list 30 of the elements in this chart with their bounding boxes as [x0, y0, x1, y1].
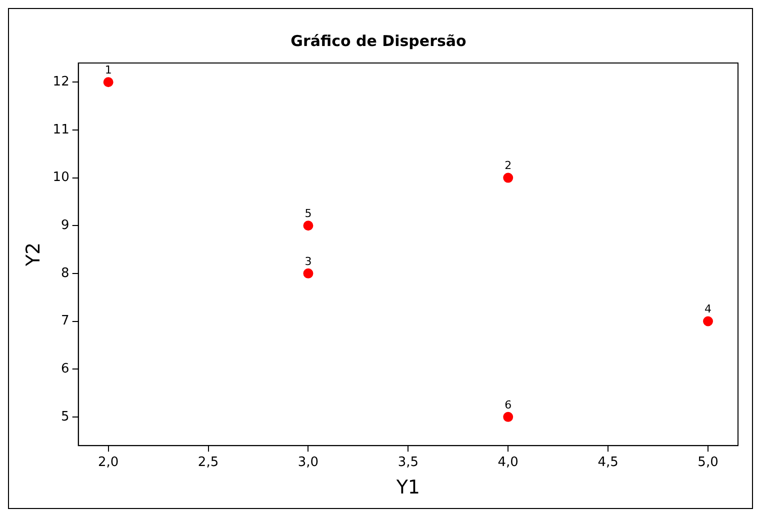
annotation: 2 [504, 159, 512, 172]
x-tick-label: 4,5 [598, 454, 618, 470]
annotation: 6 [504, 398, 512, 412]
point [703, 316, 714, 326]
y-tick-label: 9 [61, 218, 70, 233]
point [503, 172, 514, 183]
x-tick-label: 2,5 [198, 454, 219, 470]
x-tick-label: 5,0 [698, 454, 718, 470]
x-tick-label: 3,5 [398, 454, 419, 470]
x-tick-label: 3,0 [298, 454, 319, 470]
y-tick-label: 6 [61, 361, 70, 376]
chart-title: Gráfico de Dispersão [290, 32, 466, 50]
x-tick-label: 4,0 [498, 454, 518, 470]
point [103, 77, 114, 88]
y-tick-label: 5 [61, 409, 70, 424]
point [303, 220, 314, 231]
annotation: 3 [304, 254, 312, 268]
annotation: 4 [704, 302, 712, 316]
x-axis-title: Y1 [395, 476, 420, 499]
annotation: 1 [104, 63, 112, 76]
y-tick-label: 7 [61, 314, 70, 329]
y-tick-label: 12 [52, 74, 70, 90]
point [503, 412, 514, 422]
y-axis-title: Y2 [22, 242, 44, 268]
y-tick-label: 8 [61, 266, 70, 281]
y-tick-label: 10 [52, 170, 70, 186]
annotation: 5 [304, 206, 312, 220]
x-tick-label: 2,0 [98, 454, 119, 470]
y-tick-label: 11 [52, 122, 70, 138]
point [303, 268, 314, 278]
